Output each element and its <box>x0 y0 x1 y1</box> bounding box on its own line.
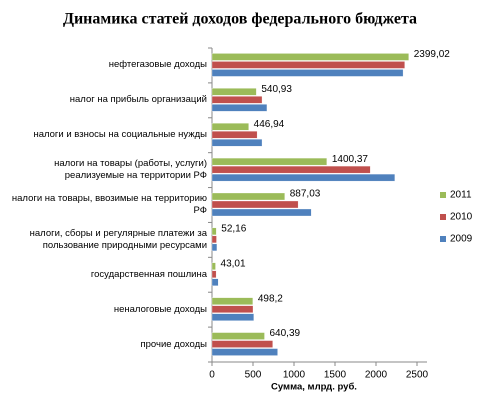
bar <box>211 53 409 61</box>
bar <box>211 173 396 182</box>
data-label: 2399,02 <box>414 49 451 60</box>
y-tick-label: налог на прибыль организаций <box>69 94 207 106</box>
y-tick-label: прочие доходы <box>140 338 208 350</box>
y-tick-label: нефтегазовые доходы <box>108 59 207 71</box>
x-tick-label: 1000 <box>283 370 306 381</box>
bar <box>211 157 327 166</box>
bar <box>211 278 219 286</box>
data-label: 887,03 <box>290 189 321 200</box>
y-tick-label: неналоговые доходы <box>113 303 207 315</box>
bar <box>211 208 312 217</box>
data-label: 52,16 <box>221 224 246 235</box>
x-tick-label: 1500 <box>324 370 347 381</box>
legend-label: 2009 <box>450 234 473 245</box>
x-axis-title: Сумма, млрд. руб. <box>271 382 357 393</box>
bar <box>211 243 218 252</box>
bar <box>211 340 273 348</box>
bar <box>211 88 257 96</box>
bar <box>211 96 263 104</box>
bar <box>211 123 249 131</box>
data-label: 498,2 <box>258 293 283 304</box>
bar <box>211 262 216 270</box>
x-tick-label: 2000 <box>365 370 388 381</box>
bar <box>211 104 268 112</box>
bar <box>211 165 371 174</box>
y-tick-label: налоги на товары (работы, услуги) реализ… <box>54 158 207 182</box>
y-tick-label: налоги на товары, ввозимые на территорию… <box>11 192 207 216</box>
bar <box>211 235 217 244</box>
chart-title: Динамика статей доходов федерального бюд… <box>63 11 417 28</box>
legend-swatch <box>440 214 446 220</box>
bar <box>211 297 254 305</box>
y-tick-label: налоги и взносы на социальные нужды <box>33 129 207 141</box>
bar <box>211 305 254 313</box>
legend-swatch <box>440 236 446 242</box>
legend-label: 2010 <box>450 212 473 223</box>
bar <box>211 270 217 278</box>
bar <box>211 313 254 321</box>
x-tick-label: 500 <box>245 370 262 381</box>
data-label: 1400,37 <box>332 154 369 165</box>
x-tick-label: 2500 <box>406 370 429 381</box>
legend-swatch <box>440 192 446 198</box>
bar <box>211 131 258 139</box>
data-label: 43,01 <box>221 258 246 269</box>
bar <box>211 348 278 356</box>
legend-label: 2011 <box>450 190 472 201</box>
bar <box>211 200 299 209</box>
bar <box>211 332 265 340</box>
y-tick-label: государственная пошлина <box>90 268 207 280</box>
bar <box>211 139 263 147</box>
bar <box>211 69 404 77</box>
x-tick-label: 0 <box>209 370 215 381</box>
bar <box>211 192 285 201</box>
y-tick-label: налоги, сборы и регулярные платежи за по… <box>29 227 207 251</box>
bar <box>211 227 217 236</box>
data-label: 640,39 <box>270 328 301 339</box>
bar <box>211 61 405 69</box>
data-label: 540,93 <box>261 84 292 95</box>
data-label: 446,94 <box>254 119 285 130</box>
